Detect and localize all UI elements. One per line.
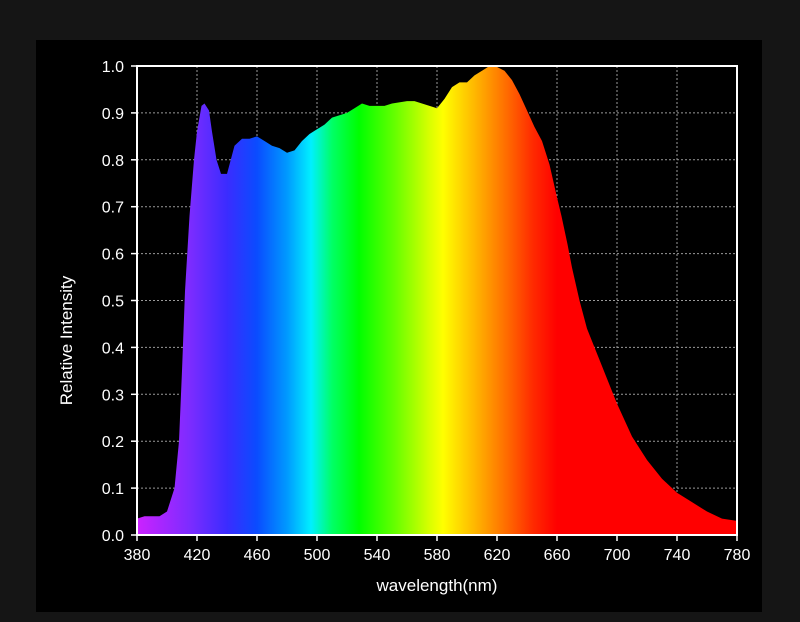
y-tick-label: 0.5 (102, 294, 124, 311)
y-tick-label: 0.6 (102, 247, 124, 264)
spectrum-chart: 380 420 460 500 540 580 620 660 700 740 780 0.0 0.1… (57, 59, 751, 595)
y-tick-label: 0.0 (102, 528, 124, 545)
x-axis-ticks: 380 420 460 500 540 580 620 660 700 740 780 (124, 535, 751, 564)
x-tick-label: 660 (544, 547, 571, 564)
y-tick-label: 0.4 (102, 340, 124, 357)
x-tick-label: 380 (124, 547, 151, 564)
chart-panel: 380 420 460 500 540 580 620 660 700 740 780 0.0 0.1… (36, 40, 762, 612)
x-tick-label: 460 (244, 547, 271, 564)
x-tick-label: 580 (424, 547, 451, 564)
spectrum-area (137, 66, 737, 535)
y-tick-label: 0.2 (102, 434, 124, 451)
y-tick-label: 0.8 (102, 153, 124, 170)
x-tick-label: 420 (184, 547, 211, 564)
x-tick-label: 700 (604, 547, 631, 564)
y-tick-label: 0.1 (102, 481, 124, 498)
x-tick-label: 740 (664, 547, 691, 564)
x-tick-label: 500 (304, 547, 331, 564)
y-axis-title: Relative Intensity (57, 275, 76, 405)
y-tick-label: 0.9 (102, 106, 124, 123)
x-tick-label: 620 (484, 547, 511, 564)
y-tick-label: 0.3 (102, 387, 124, 404)
y-axis-ticks: 0.0 0.1 0.2 0.3 0.4 0.5 0.6 0.7 0.8 0.9 1.0 (102, 59, 137, 545)
y-tick-label: 1.0 (102, 59, 124, 76)
y-tick-label: 0.7 (102, 200, 124, 217)
x-axis-title: wavelength(nm) (376, 576, 498, 595)
x-tick-label: 540 (364, 547, 391, 564)
x-tick-label: 780 (724, 547, 751, 564)
